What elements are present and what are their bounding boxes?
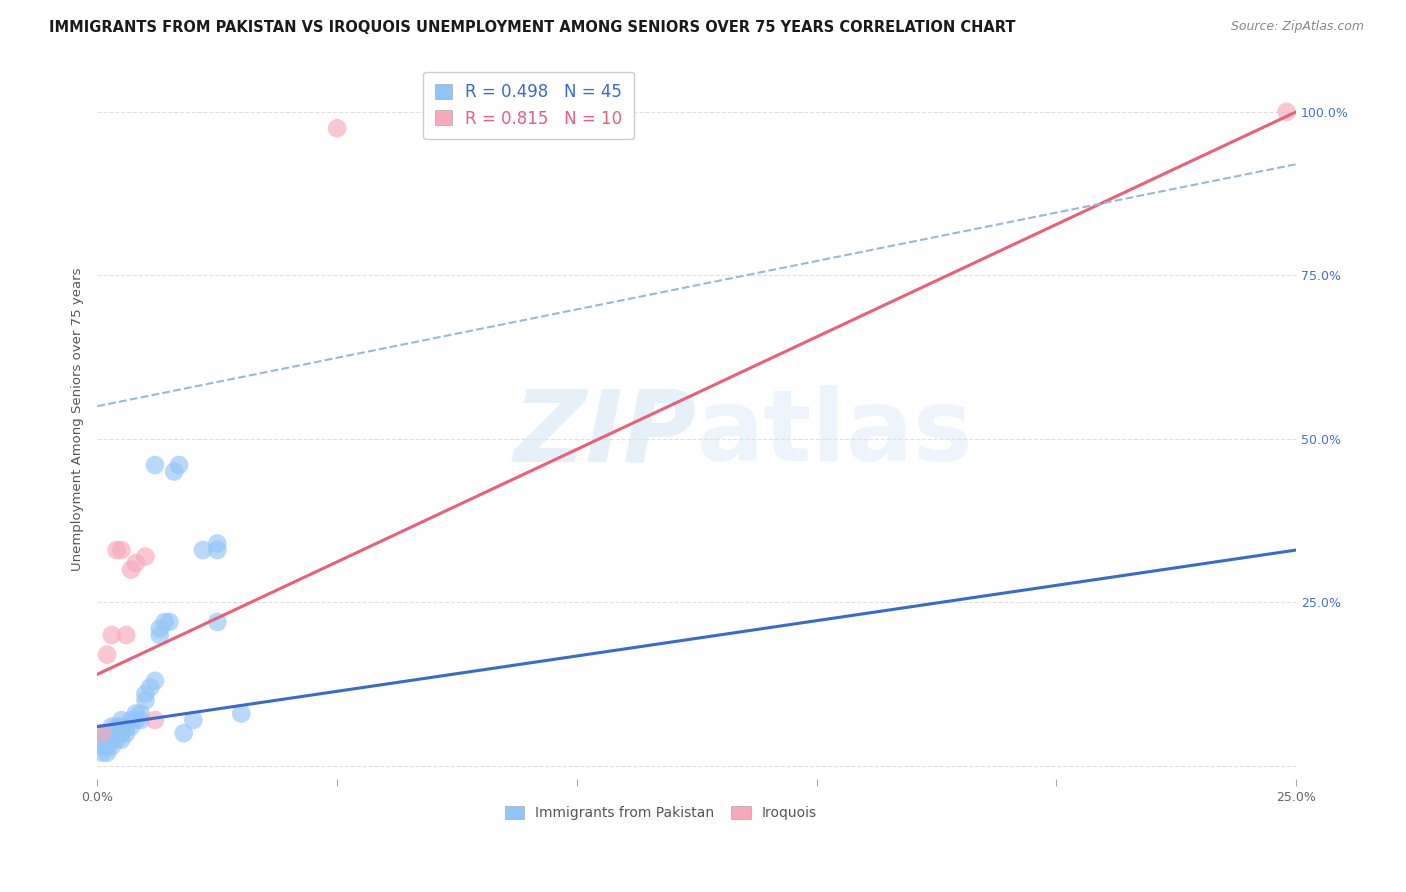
Point: [101, 732, 124, 747]
Point: [125, 713, 148, 727]
Y-axis label: Unemployment Among Seniors over 75 years: Unemployment Among Seniors over 75 years: [72, 268, 84, 571]
Point: [157, 615, 180, 629]
Text: ZIP: ZIP: [513, 385, 697, 483]
Point: [115, 628, 138, 642]
Point: [101, 628, 124, 642]
Point: [115, 726, 138, 740]
Point: [134, 687, 156, 701]
Point: [120, 563, 142, 577]
Point: [105, 543, 128, 558]
Point: [105, 720, 128, 734]
Point: [120, 720, 142, 734]
Point: [110, 720, 132, 734]
Point: [115, 720, 138, 734]
Point: [143, 673, 166, 688]
Point: [110, 732, 132, 747]
Point: [91, 732, 114, 747]
Point: [139, 681, 162, 695]
Point: [129, 706, 152, 721]
Point: [91, 739, 114, 754]
Point: [153, 615, 176, 629]
Text: atlas: atlas: [697, 385, 973, 483]
Point: [105, 732, 128, 747]
Point: [110, 543, 132, 558]
Point: [1275, 104, 1298, 119]
Point: [101, 720, 124, 734]
Point: [91, 746, 114, 760]
Point: [134, 693, 156, 707]
Point: [173, 726, 195, 740]
Point: [207, 615, 229, 629]
Point: [96, 726, 118, 740]
Point: [143, 458, 166, 472]
Point: [207, 536, 229, 550]
Point: [91, 726, 114, 740]
Point: [120, 713, 142, 727]
Point: [129, 713, 152, 727]
Point: [326, 121, 349, 136]
Point: [134, 549, 156, 564]
Point: [96, 746, 118, 760]
Point: [149, 622, 172, 636]
Point: [207, 543, 229, 558]
Point: [96, 648, 118, 662]
Point: [101, 726, 124, 740]
Point: [96, 739, 118, 754]
Point: [125, 706, 148, 721]
Text: Source: ZipAtlas.com: Source: ZipAtlas.com: [1230, 20, 1364, 33]
Point: [105, 726, 128, 740]
Point: [191, 543, 214, 558]
Point: [149, 628, 172, 642]
Point: [167, 458, 190, 472]
Point: [110, 713, 132, 727]
Point: [231, 706, 253, 721]
Point: [125, 556, 148, 570]
Point: [96, 732, 118, 747]
Point: [183, 713, 205, 727]
Point: [143, 713, 166, 727]
Point: [110, 726, 132, 740]
Point: [163, 465, 186, 479]
Text: IMMIGRANTS FROM PAKISTAN VS IROQUOIS UNEMPLOYMENT AMONG SENIORS OVER 75 YEARS CO: IMMIGRANTS FROM PAKISTAN VS IROQUOIS UNE…: [49, 20, 1015, 35]
Point: [91, 726, 114, 740]
Legend: Immigrants from Pakistan, Iroquois: Immigrants from Pakistan, Iroquois: [499, 801, 823, 826]
Point: [101, 739, 124, 754]
